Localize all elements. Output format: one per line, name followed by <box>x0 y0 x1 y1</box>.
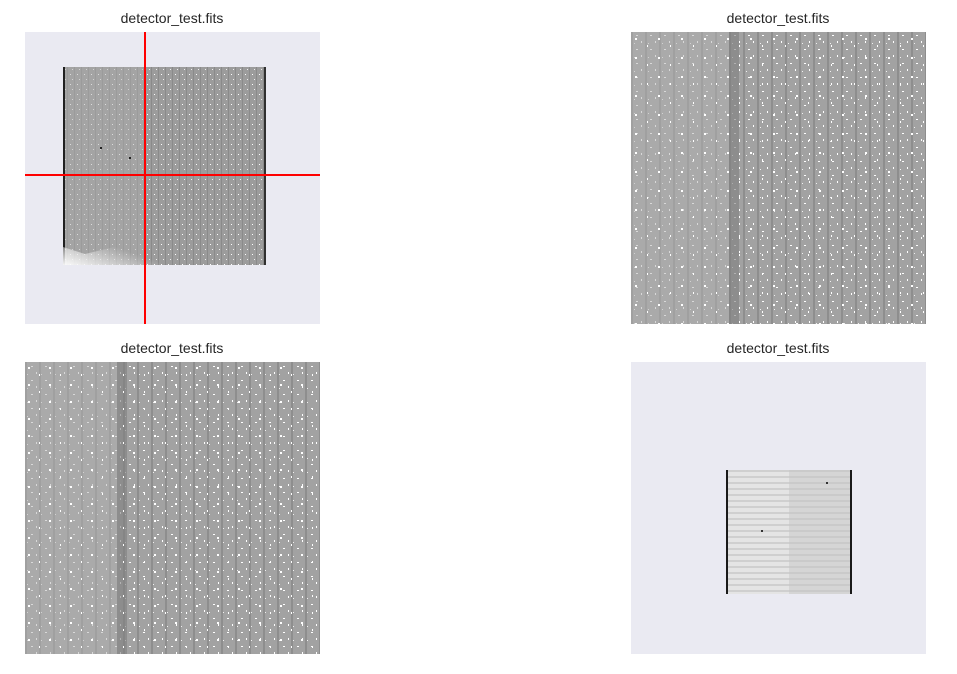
image-panel-4[interactable] <box>631 362 926 654</box>
detector-image-3 <box>25 362 320 654</box>
image-panel-1[interactable] <box>25 32 320 324</box>
panel-title-2: detector_test.fits <box>726 10 830 26</box>
image-panel-2[interactable] <box>631 32 926 324</box>
image-panel-3[interactable] <box>25 362 320 654</box>
detector-image-1 <box>25 32 320 324</box>
panel-title-3: detector_test.fits <box>120 340 224 356</box>
detector-image-4 <box>726 470 852 594</box>
sensor-frame-small <box>726 470 852 594</box>
panel-title-4: detector_test.fits <box>726 340 830 356</box>
sensor-frame <box>63 67 266 265</box>
panel-title-1: detector_test.fits <box>120 10 224 26</box>
detector-image-2 <box>631 32 926 324</box>
